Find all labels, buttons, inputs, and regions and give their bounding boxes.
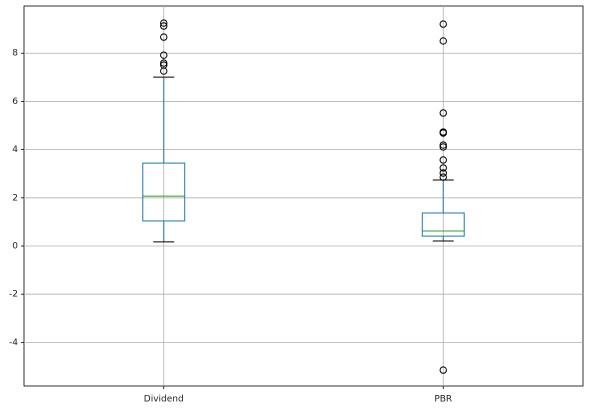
outlier — [160, 19, 168, 27]
outlier — [160, 59, 168, 67]
outlier — [439, 164, 447, 172]
y-tick-label: -2 — [9, 290, 18, 300]
outlier — [439, 141, 447, 149]
outlier — [439, 109, 447, 117]
outlier — [439, 129, 447, 137]
outlier — [439, 20, 447, 28]
x-tick-label: PBR — [434, 395, 452, 405]
box — [421, 212, 465, 237]
outlier — [439, 366, 447, 374]
x-tick-label: Dividend — [144, 395, 184, 405]
outlier — [160, 33, 168, 41]
y-tick-label: 6 — [12, 97, 18, 107]
outlier — [160, 51, 168, 59]
y-tick-label: 0 — [12, 242, 18, 252]
y-tick-label: 8 — [12, 49, 18, 59]
outlier — [439, 37, 447, 45]
outlier — [160, 22, 168, 30]
outlier — [439, 156, 447, 164]
y-tick-label: 2 — [12, 193, 18, 203]
box — [142, 162, 186, 222]
outlier — [439, 169, 447, 177]
outlier — [439, 143, 447, 151]
y-tick-label: -4 — [9, 338, 18, 348]
outlier — [439, 173, 447, 181]
plot-frame — [23, 5, 584, 387]
y-tick-label: 4 — [12, 145, 18, 155]
outlier — [160, 67, 168, 75]
